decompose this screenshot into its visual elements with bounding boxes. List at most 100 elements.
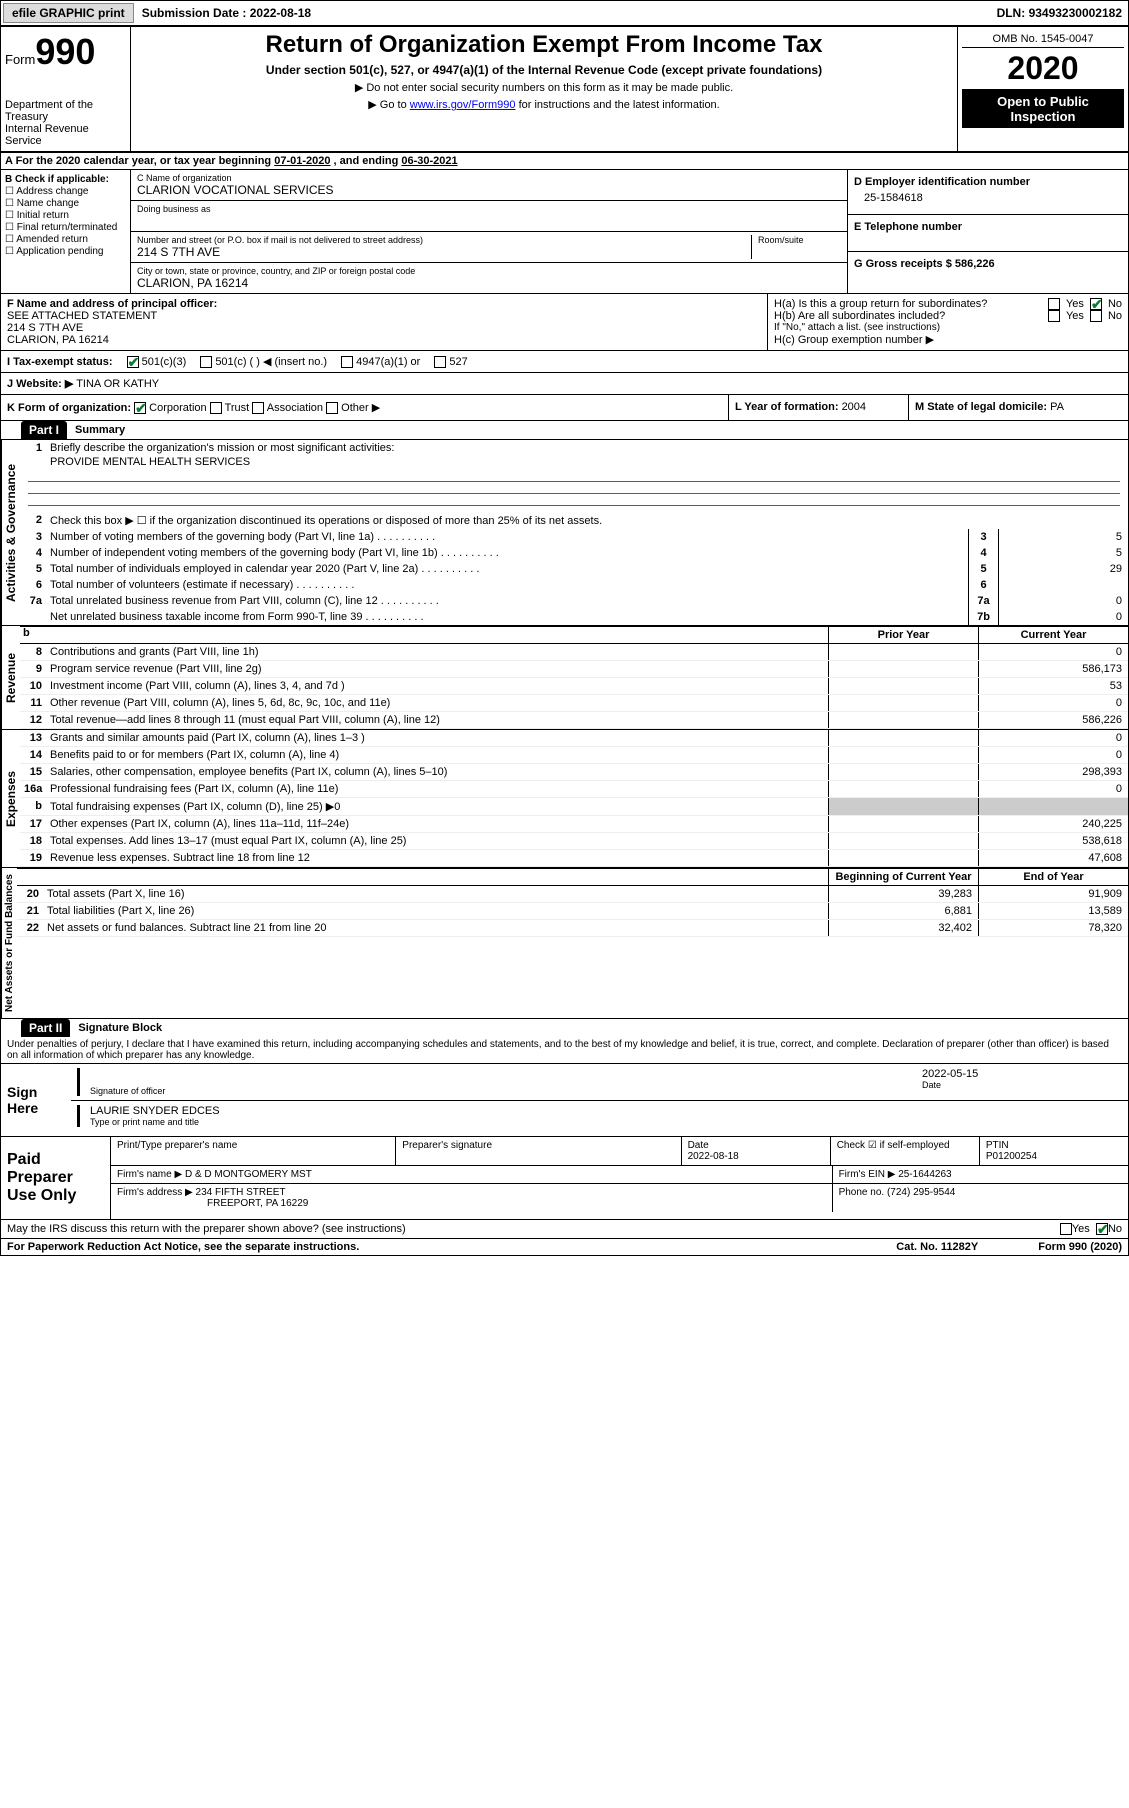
part1-expenses: Expenses 13Grants and similar amounts pa… [1, 729, 1128, 867]
finance-line: 21Total liabilities (Part X, line 26)6,8… [17, 903, 1128, 920]
page-footer: For Paperwork Reduction Act Notice, see … [1, 1238, 1128, 1255]
box-c: C Name of organization CLARION VOCATIONA… [131, 170, 848, 293]
summary-line: Net unrelated business taxable income fr… [20, 609, 1128, 625]
sign-here-label: Sign Here [1, 1064, 71, 1136]
part1-netassets: Net Assets or Fund Balances Beginning of… [1, 867, 1128, 1018]
tax-period-row: A For the 2020 calendar year, or tax yea… [1, 153, 1128, 170]
part1-header-row: Part I Summary [1, 421, 1128, 439]
instructions-link-row: Go to www.irs.gov/Form990 for instructio… [135, 98, 953, 111]
form-header: Form990 Department of the Treasury Inter… [1, 27, 1128, 153]
dln-label: DLN: 93493230002182 [997, 6, 1128, 20]
discuss-no-checkbox[interactable] [1096, 1223, 1108, 1235]
box-b: B Check if applicable: ☐ Address change … [1, 170, 131, 293]
hb-row: H(b) Are all subordinates included? Yes … [774, 310, 1122, 322]
kform-row: K Form of organization: Corporation Trus… [1, 394, 1128, 421]
cb-amended-return[interactable]: ☐ Amended return [5, 234, 126, 245]
q1-label: Briefly describe the organization's miss… [46, 440, 1128, 456]
org-name: CLARION VOCATIONAL SERVICES [137, 183, 841, 197]
cat-no: Cat. No. 11282Y [896, 1241, 978, 1253]
summary-line: 3Number of voting members of the governi… [20, 529, 1128, 545]
finance-line: 19Revenue less expenses. Subtract line 1… [20, 850, 1128, 867]
vlabel-expenses: Expenses [1, 730, 20, 867]
part2-header-row: Part II Signature Block [1, 1018, 1128, 1037]
efile-print-button[interactable]: efile GRAPHIC print [3, 3, 134, 23]
prep-date: 2022-08-18 [688, 1151, 739, 1162]
ein-label: D Employer identification number [854, 176, 1122, 188]
summary-line: 5Total number of individuals employed in… [20, 561, 1128, 577]
phone-label: E Telephone number [854, 221, 1122, 233]
firm-name-label: Firm's name ▶ [117, 1169, 185, 1180]
ha-yes-checkbox[interactable] [1048, 298, 1060, 310]
print-name-label: Type or print name and title [90, 1117, 1122, 1127]
finance-line: 12Total revenue—add lines 8 through 11 (… [20, 712, 1128, 729]
dba-label: Doing business as [137, 204, 841, 214]
topbar: efile GRAPHIC print Submission Date : 20… [1, 1, 1128, 27]
cb-initial-return[interactable]: ☐ Initial return [5, 210, 126, 221]
rev-col-header: b Prior Year Current Year [20, 626, 1128, 644]
cb-name-change[interactable]: ☐ Name change [5, 198, 126, 209]
officer-line2: 214 S 7TH AVE [7, 322, 761, 334]
phone-value [854, 233, 1122, 245]
ptin-value: P01200254 [986, 1151, 1037, 1162]
ein-value: 25-1584618 [854, 188, 1122, 208]
q2-label: Check this box ▶ ☐ if the organization d… [46, 512, 1128, 529]
firm-addr-label: Firm's address ▶ [117, 1187, 196, 1198]
firm-addr2: FREEPORT, PA 16229 [117, 1198, 308, 1209]
cb-501c[interactable] [200, 356, 212, 368]
hc-row: H(c) Group exemption number ▶ [774, 333, 1122, 346]
hb-yes-checkbox[interactable] [1048, 310, 1060, 322]
cb-assoc[interactable] [252, 402, 264, 414]
ptin-label: PTIN [986, 1140, 1009, 1151]
cb-other[interactable] [326, 402, 338, 414]
finance-line: 16aProfessional fundraising fees (Part I… [20, 781, 1128, 798]
box-m: M State of legal domicile: PA [908, 395, 1128, 420]
part1-governance: Activities & Governance 1Briefly describ… [1, 439, 1128, 625]
hb-no-checkbox[interactable] [1090, 310, 1102, 322]
officer-group-row: F Name and address of principal officer:… [1, 293, 1128, 350]
mission-line [28, 482, 1120, 494]
vlabel-governance: Activities & Governance [1, 440, 20, 625]
cb-application-pending[interactable]: ☐ Application pending [5, 246, 126, 257]
sign-here-block: Sign Here Signature of officer 2022-05-1… [1, 1063, 1128, 1136]
ha-no-checkbox[interactable] [1090, 298, 1102, 310]
room-label: Room/suite [758, 235, 841, 245]
box-j-label: J Website: ▶ [7, 378, 73, 390]
form990-link[interactable]: www.irs.gov/Form990 [410, 99, 516, 111]
dept-label: Department of the Treasury [5, 99, 126, 123]
finance-line: 20Total assets (Part X, line 16)39,28391… [17, 886, 1128, 903]
prep-date-label: Date [688, 1140, 709, 1151]
cb-final-return[interactable]: ☐ Final return/terminated [5, 222, 126, 233]
box-deg: D Employer identification number 25-1584… [848, 170, 1128, 293]
cb-trust[interactable] [210, 402, 222, 414]
discuss-question: May the IRS discuss this return with the… [7, 1223, 406, 1235]
box-b-label: B Check if applicable: [5, 174, 109, 185]
form-subtitle: Under section 501(c), 527, or 4947(a)(1)… [135, 63, 953, 77]
prep-name-label: Print/Type preparer's name [117, 1140, 237, 1151]
cb-corp[interactable] [134, 402, 146, 414]
finance-line: 14Benefits paid to or for members (Part … [20, 747, 1128, 764]
finance-line: 11Other revenue (Part VIII, column (A), … [20, 695, 1128, 712]
sig-officer-label: Signature of officer [90, 1086, 902, 1096]
part1-title: Summary [67, 422, 133, 438]
perjury-declaration: Under penalties of perjury, I declare th… [1, 1037, 1128, 1063]
cb-address-change[interactable]: ☐ Address change [5, 186, 126, 197]
mission-line [28, 494, 1120, 506]
part2-badge: Part II [21, 1019, 70, 1037]
officer-print-name: LAURIE SNYDER EDCES [90, 1105, 1122, 1117]
city-value: CLARION, PA 16214 [137, 276, 841, 290]
finance-line: 15Salaries, other compensation, employee… [20, 764, 1128, 781]
officer-line1: SEE ATTACHED STATEMENT [7, 310, 761, 322]
firm-addr1: 234 FIFTH STREET [196, 1187, 286, 1198]
self-employed-cell: Check ☑ if self-employed [831, 1137, 980, 1165]
paid-preparer-block: Paid Preparer Use Only Print/Type prepar… [1, 1136, 1128, 1220]
cb-527[interactable] [434, 356, 446, 368]
cb-4947[interactable] [341, 356, 353, 368]
street-label: Number and street (or P.O. box if mail i… [137, 235, 751, 245]
public-inspection-badge: Open to Public Inspection [962, 90, 1124, 128]
discuss-yes-checkbox[interactable] [1060, 1223, 1072, 1235]
finance-line: 9Program service revenue (Part VIII, lin… [20, 661, 1128, 678]
hb-note: If "No," attach a list. (see instruction… [774, 322, 1122, 333]
firm-ein-label: Firm's EIN ▶ [839, 1169, 899, 1180]
firm-name: D & D MONTGOMERY MST [185, 1169, 312, 1180]
cb-501c3[interactable] [127, 356, 139, 368]
